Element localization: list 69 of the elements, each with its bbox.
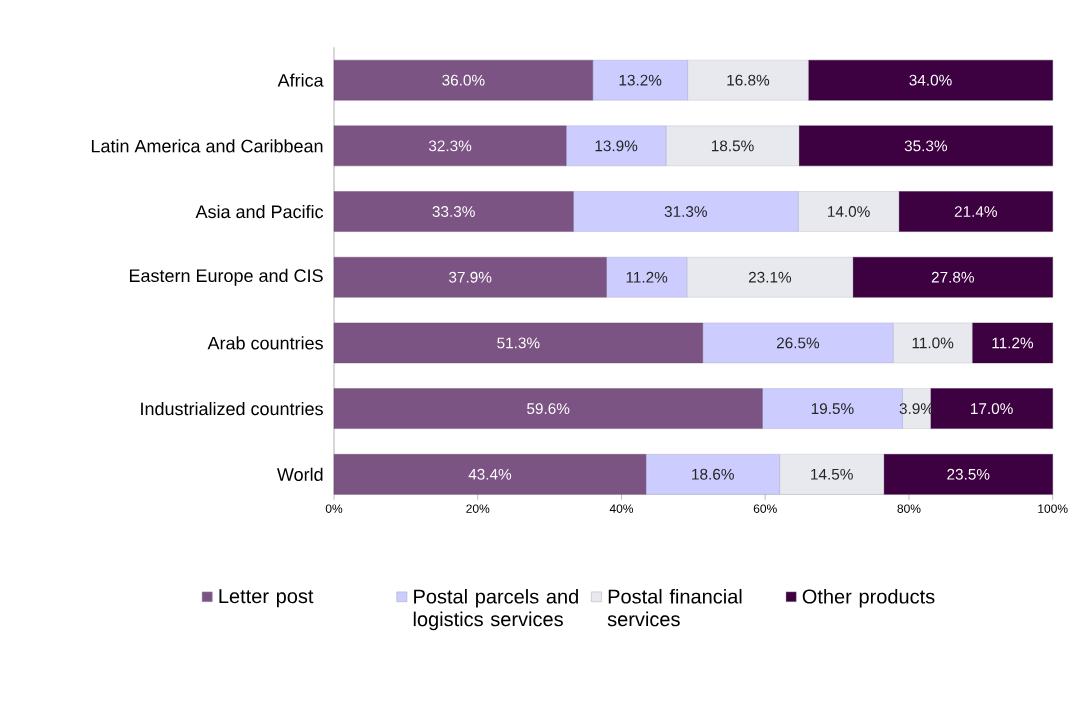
bar	[645, 454, 780, 495]
data-label: 37.9%	[449, 271, 492, 283]
bar	[333, 257, 607, 298]
data-label: 19.5%	[811, 403, 854, 415]
x-tick-label: 60%	[753, 504, 777, 513]
x-tick-label: 0%	[325, 504, 343, 513]
bar	[333, 125, 567, 167]
data-label: 23.5%	[947, 468, 990, 480]
bar	[592, 59, 688, 101]
bar	[798, 125, 1053, 167]
bar	[333, 322, 703, 364]
y-tick-label: Asia and Pacific	[195, 204, 324, 219]
data-label: 21.4%	[954, 206, 997, 217]
x-tick-label: 80%	[897, 504, 921, 513]
bar	[333, 454, 647, 495]
bar	[665, 125, 800, 167]
bar	[565, 125, 667, 167]
data-label: 18.5%	[711, 140, 754, 152]
data-label: 31.3%	[664, 206, 707, 217]
y-tick-label: Latin America and Caribbean	[91, 139, 323, 153]
legend-label: Postal parcels and logistics services	[413, 588, 578, 631]
data-label: 13.2%	[619, 74, 662, 86]
data-label: 26.5%	[776, 337, 820, 349]
data-label: 59.6%	[527, 403, 570, 415]
y-tick-label: World	[277, 467, 323, 481]
data-label: 32.3%	[428, 140, 472, 152]
data-label: 35.3%	[904, 140, 948, 152]
bar	[687, 59, 809, 101]
data-label: 23.1%	[748, 271, 792, 283]
data-label: 11.2%	[992, 337, 1034, 349]
bar	[808, 59, 1053, 101]
x-tick-label: 20%	[466, 504, 490, 513]
bar	[686, 257, 854, 298]
bar	[333, 59, 593, 101]
bar	[779, 454, 884, 495]
data-label: 14.5%	[811, 468, 853, 480]
bar	[892, 322, 973, 364]
y-tick-label: Eastern Europe and CIS	[129, 268, 323, 286]
legend-label: Letter post	[219, 589, 314, 608]
data-label: 51.3%	[497, 337, 540, 349]
bar	[852, 257, 1053, 298]
x-tick-label: 40%	[609, 504, 634, 513]
data-label: 18.6%	[692, 468, 734, 480]
data-label: 14.0%	[828, 206, 870, 217]
data-label: 33.3%	[432, 206, 475, 217]
bar	[971, 322, 1053, 364]
data-label: 36.0%	[442, 74, 485, 86]
x-tick-label: 100%	[1038, 504, 1068, 513]
y-tick-label: Africa	[277, 73, 324, 87]
bar	[798, 191, 900, 232]
data-label: 11.2%	[626, 271, 668, 283]
legend-label: Postal financial services	[607, 588, 742, 627]
bar	[606, 257, 688, 298]
data-label: 43.4%	[468, 468, 512, 480]
bar	[573, 191, 799, 232]
data-label: 16.8%	[727, 74, 770, 86]
bar	[898, 191, 1053, 232]
y-tick-label: Industrialized countries	[141, 401, 323, 416]
bar	[883, 454, 1053, 495]
data-label: 13.9%	[595, 140, 638, 152]
data-label: 11.0%	[912, 337, 954, 349]
bar	[333, 388, 763, 429]
data-label: 17.0%	[971, 403, 1013, 415]
y-tick-label: Arab countries	[207, 336, 323, 350]
bar	[702, 322, 894, 364]
data-label: 27.8%	[931, 271, 974, 283]
bar	[333, 191, 574, 232]
data-label: 34.0%	[909, 74, 952, 86]
legend-label: Other products	[802, 588, 935, 608]
